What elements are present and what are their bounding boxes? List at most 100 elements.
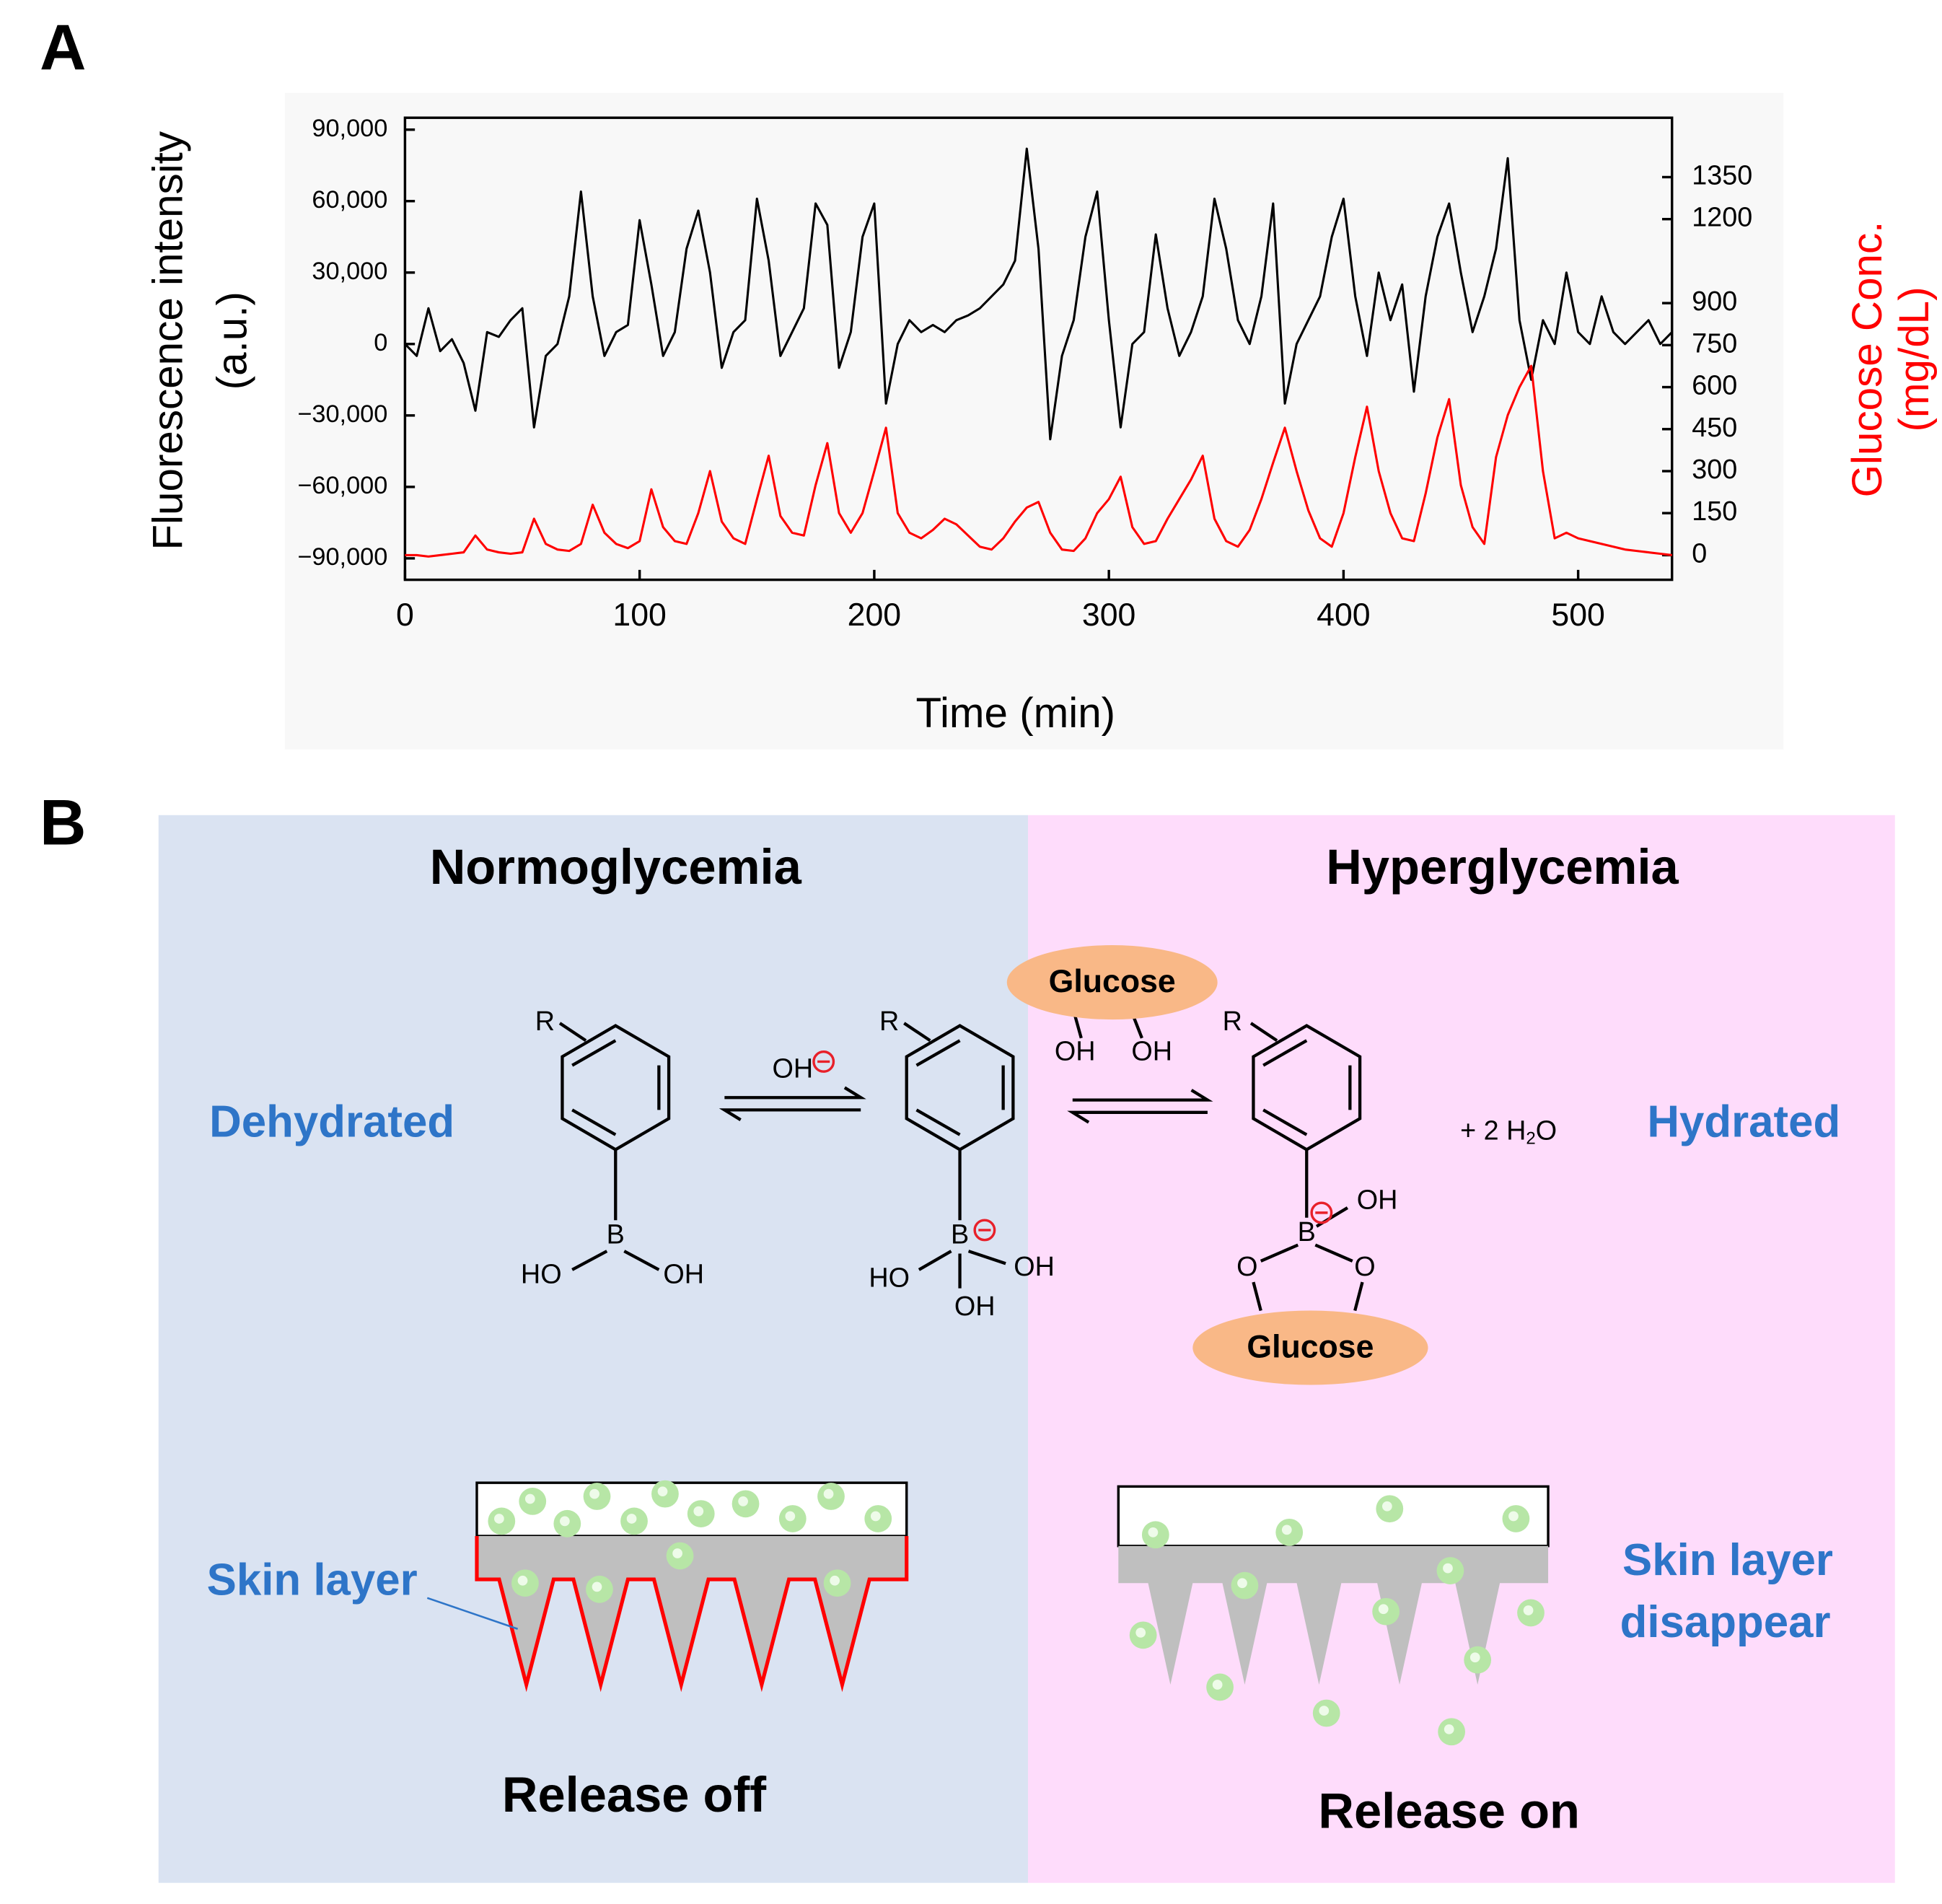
- water-suffix: O: [1536, 1115, 1557, 1146]
- glucose-label: Glucose: [1049, 964, 1176, 999]
- y2-tick-label: 1200: [1692, 203, 1752, 233]
- y2-tick-label: 450: [1692, 413, 1737, 443]
- x-tick-label: 500: [1551, 597, 1604, 633]
- atom: HO: [521, 1259, 562, 1289]
- skin-label: disappear: [1620, 1597, 1831, 1647]
- glucose-ellipse: [1006, 945, 1218, 1020]
- particle-highlight: [1508, 1511, 1519, 1522]
- y2-tick-label: 150: [1692, 496, 1737, 527]
- y-tick-label: −60,000: [297, 472, 387, 499]
- particle-highlight: [672, 1548, 682, 1558]
- x-tick-label: 200: [848, 597, 901, 633]
- particle-highlight: [1378, 1604, 1389, 1615]
- drug-particles: [488, 1480, 1545, 1746]
- y-tick-label: 60,000: [312, 186, 387, 214]
- particle-highlight: [626, 1514, 637, 1524]
- particle-highlight: [1381, 1501, 1392, 1512]
- atom: OH: [1131, 1036, 1172, 1066]
- water: + 2 H2O: [1460, 1115, 1557, 1149]
- skin-label: Skin layer: [207, 1556, 418, 1605]
- structures: [558, 1015, 1364, 1312]
- particle-highlight: [524, 1493, 535, 1504]
- data-line: [404, 147, 1673, 441]
- needles: [1118, 1545, 1549, 1685]
- atom: OH: [663, 1259, 704, 1289]
- plot-frame: [403, 116, 1674, 582]
- y2-tick-label: 1350: [1692, 160, 1752, 190]
- patch-top: [1117, 1485, 1550, 1548]
- right-title: Hyperglycemia: [1326, 839, 1679, 895]
- y2-tick-label: 0: [1692, 538, 1707, 569]
- particle-highlight: [1319, 1706, 1330, 1716]
- y-tick-label: 90,000: [312, 115, 387, 142]
- panel-a-background: [284, 92, 1784, 750]
- atom: OH: [1357, 1185, 1398, 1215]
- y2-tick-label: 600: [1692, 371, 1737, 401]
- atom: R: [535, 1006, 555, 1037]
- atom: OH: [1014, 1252, 1055, 1282]
- atom: OH: [954, 1291, 996, 1322]
- y2-axis-label: Glucose Conc.: [1844, 221, 1891, 498]
- panel-label: A: [40, 11, 86, 83]
- x-tick-label: 0: [396, 597, 414, 633]
- atom: R: [1223, 1006, 1242, 1037]
- left-title: Normoglycemia: [430, 839, 802, 895]
- atom: OH: [1055, 1036, 1096, 1066]
- particle-highlight: [1212, 1680, 1223, 1690]
- y2-axis-label: (mg/dL): [1891, 286, 1938, 431]
- state-label: Hydrated: [1647, 1097, 1840, 1146]
- particle-highlight: [1135, 1628, 1146, 1638]
- state-label: Dehydrated: [209, 1097, 454, 1146]
- skin-label: Skin layer: [1622, 1535, 1833, 1585]
- glucose-ellipse: [1192, 1310, 1428, 1385]
- y2-tick-label: 750: [1692, 328, 1737, 359]
- data-line: [405, 364, 1672, 558]
- particle-highlight: [1469, 1652, 1480, 1663]
- particle-highlight: [517, 1575, 528, 1586]
- particle-highlight: [693, 1506, 704, 1517]
- y-tick-label: −90,000: [297, 543, 387, 571]
- y-axis-label: Fluorescence intensity: [144, 131, 191, 550]
- y-axis-label: (a.u.): [209, 291, 256, 390]
- pointer: [426, 1597, 519, 1630]
- particle-highlight: [560, 1516, 570, 1527]
- needles: [476, 1535, 907, 1685]
- x-tick-label: 400: [1317, 597, 1370, 633]
- particle-highlight: [830, 1575, 840, 1586]
- particle-highlight: [1523, 1605, 1534, 1615]
- x-axis-label: Time (min): [915, 690, 1115, 737]
- particle-highlight: [1443, 1563, 1453, 1574]
- y2-tick-label: 300: [1692, 455, 1737, 485]
- water-sub: 2: [1526, 1129, 1535, 1149]
- particle-highlight: [494, 1514, 504, 1524]
- atom: HO: [869, 1263, 910, 1294]
- atom: B: [607, 1219, 625, 1250]
- particle-highlight: [1237, 1578, 1247, 1589]
- atom: B: [1298, 1217, 1316, 1247]
- release-label: Release off: [502, 1767, 766, 1822]
- release-label: Release on: [1318, 1783, 1580, 1838]
- particle-highlight: [738, 1496, 748, 1506]
- glucose-label: Glucose: [1247, 1330, 1374, 1365]
- particle-highlight: [823, 1488, 834, 1499]
- atom: O: [1236, 1252, 1257, 1282]
- charges: [812, 1050, 1333, 1242]
- particle-highlight: [1444, 1724, 1454, 1734]
- x-tick-label: 100: [612, 597, 666, 633]
- y-tick-label: −30,000: [297, 400, 387, 428]
- y-tick-label: 30,000: [312, 258, 387, 285]
- reagent: OH: [772, 1053, 813, 1084]
- skin-layer: [475, 1535, 909, 1693]
- atom: R: [879, 1006, 899, 1037]
- particle-highlight: [657, 1486, 668, 1497]
- particle-highlight: [785, 1511, 796, 1522]
- x-tick-label: 300: [1082, 597, 1135, 633]
- atom: O: [1354, 1252, 1375, 1282]
- panel-label: B: [40, 786, 86, 859]
- particle-highlight: [870, 1511, 881, 1522]
- y-tick-label: 0: [374, 329, 387, 356]
- particle-highlight: [589, 1488, 599, 1499]
- particle-highlight: [1281, 1524, 1292, 1535]
